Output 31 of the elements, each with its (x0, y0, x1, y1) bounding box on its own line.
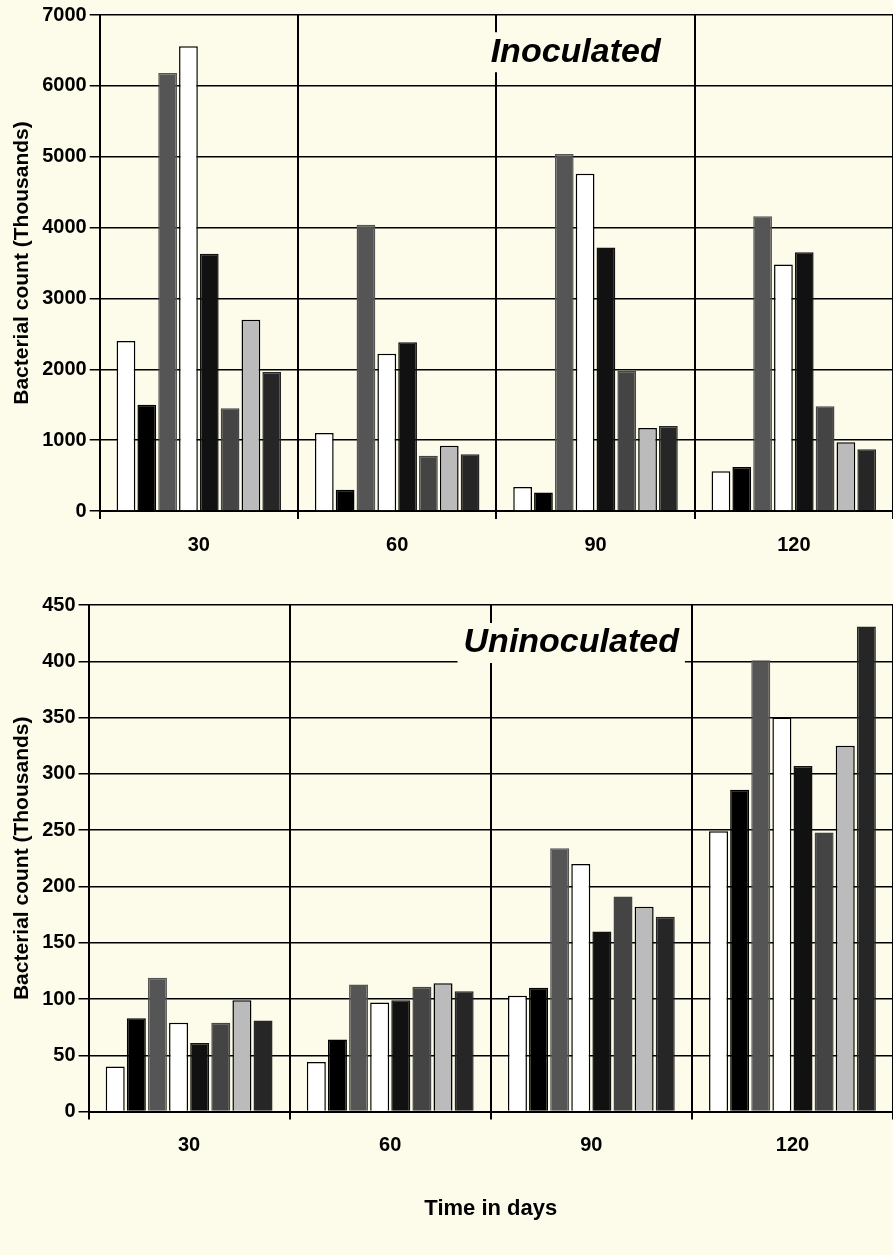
x-tick-label: 30 (178, 1133, 201, 1156)
y-tick-label: 6000 (42, 73, 87, 96)
y-tick-label: 2000 (42, 356, 87, 379)
y-tick-label: 100 (42, 986, 76, 1009)
y-tick-label: 50 (53, 1042, 76, 1065)
x-tick-label: 120 (777, 532, 811, 555)
y-tick-label: 200 (42, 873, 76, 896)
x-tick-label: 90 (584, 532, 607, 555)
x-axis-title: Time in days (424, 1194, 558, 1220)
y-tick-label: 5000 (42, 144, 87, 167)
y-tick-label: 350 (42, 705, 76, 728)
y-tick-label: 4000 (42, 215, 87, 238)
x-tick-label: 120 (775, 1133, 810, 1156)
y-axis-title: Bacterial count (Thousands) (9, 121, 33, 405)
x-tick-label: 60 (386, 532, 409, 555)
y-tick-label: 400 (42, 648, 76, 671)
text: Inoculated (490, 30, 662, 69)
y-tick-label: 7000 (42, 2, 87, 25)
y-tick-label: 3000 (42, 285, 87, 308)
text: Uninoculated (463, 621, 681, 660)
y-tick-label: 0 (64, 1099, 76, 1122)
y-tick-label: 1000 (42, 427, 87, 450)
y-tick-label: 150 (42, 930, 76, 953)
y-tick-label: 0 (75, 498, 87, 521)
x-tick-label: 90 (580, 1133, 603, 1156)
y-axis-title: Bacterial count (Thousands) (9, 716, 33, 1001)
x-tick-label: 60 (379, 1133, 402, 1156)
y-tick-label: 300 (42, 761, 76, 784)
y-tick-label: 450 (42, 592, 76, 615)
y-tick-label: 250 (42, 817, 76, 840)
x-tick-label: 30 (187, 532, 210, 555)
